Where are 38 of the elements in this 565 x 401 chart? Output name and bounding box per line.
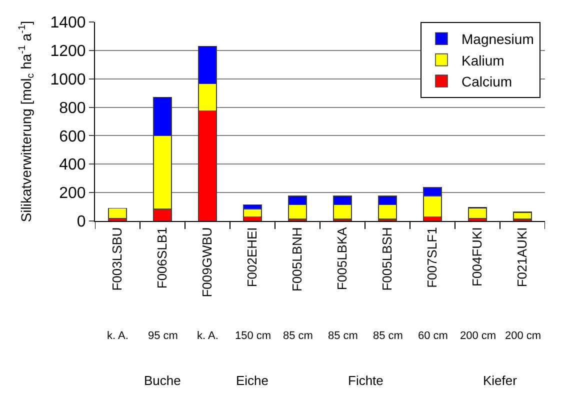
text: 95 cm: [148, 330, 178, 342]
x-tick-label: F006SLB1: [154, 227, 170, 289]
text: 85 cm: [373, 330, 403, 342]
text: 60 cm: [418, 330, 448, 342]
x-tick-label: F021AUKI: [514, 227, 530, 288]
text: Buche: [144, 373, 181, 388]
x-tick-label: F002EHEI: [244, 227, 260, 288]
y-tick-label: 400: [59, 156, 86, 174]
bar: [513, 212, 532, 220]
x-tick-label: F005LBKA: [334, 226, 350, 290]
text: Eiche: [236, 373, 269, 388]
y-tick-label: 1200: [50, 43, 86, 60]
text: k. A.: [107, 330, 128, 342]
text: Fichte: [348, 373, 384, 388]
text: Kiefer: [483, 373, 518, 388]
bar: [468, 208, 487, 219]
y-tick-label: 600: [59, 128, 86, 146]
x-tick-label: F005LBNH: [290, 227, 305, 292]
x-tick-label: F007SLF1: [424, 227, 440, 288]
y-tick-label: 1000: [50, 71, 86, 88]
y-tick-label: 200: [59, 185, 86, 202]
y-tick-label: 1400: [50, 14, 86, 32]
x-tick-label: F004FUKI: [470, 227, 485, 286]
text: 200 cm: [460, 330, 496, 342]
y-tick-label: 0: [76, 214, 86, 231]
text: 200 cm: [505, 330, 542, 342]
y-tick-label: 800: [59, 100, 86, 117]
x-tick-label: F005LBSH: [380, 227, 395, 291]
legend-label: Calcium: [462, 73, 512, 90]
legend-label: Magnesium: [462, 31, 534, 48]
text: 85 cm: [328, 330, 358, 342]
x-tick-label: F003LSBU: [110, 227, 125, 291]
text: 150 cm: [235, 330, 272, 342]
bar: [108, 208, 127, 219]
text: k. A.: [197, 330, 218, 342]
legend-label: Kalium: [462, 52, 504, 68]
text: 85 cm: [283, 330, 313, 342]
x-tick-label: F009GWBU: [200, 227, 215, 298]
